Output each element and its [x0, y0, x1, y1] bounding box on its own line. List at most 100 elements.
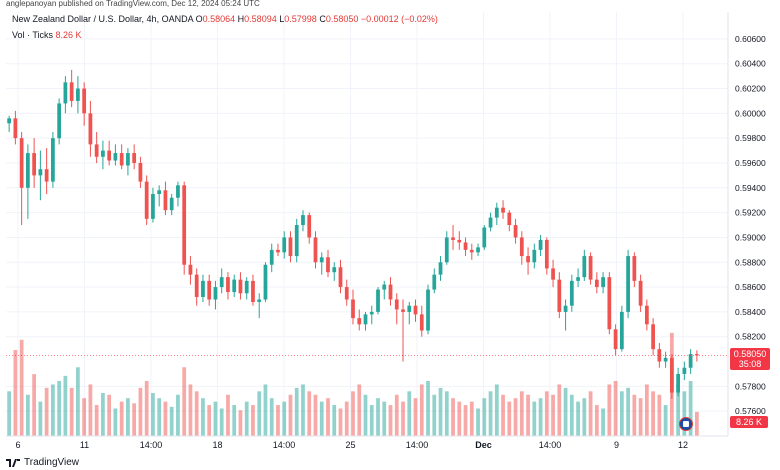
candle-body — [563, 305, 568, 312]
volume-bar — [563, 387, 568, 436]
candle-body — [107, 150, 112, 161]
volume-bar — [388, 405, 393, 436]
price-chart[interactable]: 0.60600 0.60400 0.60200 0.60000 0.59800 0.596… — [0, 0, 780, 456]
volume-bar — [138, 387, 143, 436]
volume-bar — [376, 398, 380, 436]
candle-body — [376, 289, 380, 312]
price-tick-label: 0.58200 — [735, 332, 766, 342]
candle-body — [626, 256, 630, 312]
symbol-name: New Zealand Dollar / U.S. Dollar, 4h, OA… — [12, 14, 194, 24]
volume-bar — [276, 405, 280, 436]
high-label: H — [237, 14, 245, 24]
candle-body — [101, 150, 105, 157]
open-value: 0.58064 — [202, 14, 236, 24]
candle-body — [513, 225, 518, 238]
volume-bar — [126, 398, 130, 436]
candle-body — [519, 237, 524, 257]
brand-label: TradingView — [24, 457, 80, 468]
price-tick-label: 0.59200 — [735, 208, 766, 218]
candle-body — [38, 169, 43, 176]
volume-bar — [232, 405, 237, 436]
candle-body — [538, 239, 543, 250]
volume-bar — [426, 381, 430, 436]
candle-body — [488, 217, 493, 228]
volume-bar — [57, 381, 62, 436]
volume-bar — [363, 394, 368, 436]
volume-bar — [169, 406, 174, 436]
candle-body — [363, 314, 368, 325]
volume-bar — [338, 408, 343, 436]
volume-bar — [351, 391, 355, 436]
volume-row: Vol · Ticks 8.26 K — [12, 29, 438, 41]
candle-body — [338, 267, 343, 288]
volume-bar — [219, 408, 224, 436]
candle-body — [269, 249, 274, 265]
time-tick-label: Dec — [475, 440, 492, 450]
volume-value: 8.26 K — [55, 30, 82, 40]
candle-body — [194, 274, 199, 298]
time-axis-labels: 6 11 14:00 18 14:00 25 14:00 Dec 14:00 9 12 — [15, 440, 688, 450]
time-tick-label: 12 — [678, 440, 688, 450]
time-tick-label: 25 — [345, 440, 355, 450]
candle-body — [332, 267, 337, 273]
candle-body — [26, 153, 30, 188]
candle-body — [76, 88, 80, 101]
volume-bar — [69, 387, 74, 436]
volume-bar — [194, 391, 199, 436]
currency-flag-icon[interactable] — [679, 417, 693, 431]
candle-body — [82, 88, 87, 114]
candle-body — [463, 242, 468, 250]
volume-bar — [51, 384, 55, 436]
tradingview-logo-icon — [6, 459, 20, 467]
change-value: −0.00012 (−0.02%) — [360, 14, 438, 24]
candle-body — [19, 138, 24, 188]
tradingview-footer[interactable]: TradingView — [6, 456, 79, 470]
volume-bar — [519, 391, 524, 436]
candle-body — [501, 207, 505, 213]
volume-bar — [213, 401, 218, 436]
volume-bar — [76, 367, 80, 436]
candle-body — [507, 212, 512, 226]
volume-bar — [469, 401, 474, 436]
volume-bar — [407, 391, 412, 436]
candle-body — [469, 249, 474, 253]
volume-bar — [344, 401, 349, 436]
volume-bar — [19, 339, 24, 436]
volume-bar — [626, 387, 630, 436]
candle-body — [301, 215, 305, 226]
volume-bar — [419, 384, 424, 436]
price-tick-label: 0.59400 — [735, 183, 766, 193]
candle-body — [351, 299, 355, 319]
volume-bar — [694, 411, 699, 436]
low-value: 0.57998 — [284, 14, 317, 24]
volume-bar — [82, 398, 87, 436]
candle-body — [119, 153, 124, 166]
candle-body — [638, 280, 643, 306]
volume-bar — [88, 384, 93, 436]
volume-bar — [269, 398, 274, 436]
volume-bar — [176, 394, 180, 436]
candle-body — [276, 249, 280, 253]
candle-body — [57, 103, 62, 139]
volume-bar — [682, 391, 687, 436]
candle-body — [113, 153, 118, 161]
volume-bar — [507, 401, 512, 436]
candle-body — [182, 185, 187, 265]
price-tick-label: 0.60600 — [735, 34, 766, 44]
volume-bar — [107, 394, 112, 436]
volume-bar — [301, 384, 305, 436]
price-tick-label: 0.58400 — [735, 307, 766, 317]
candle-body — [582, 256, 587, 278]
bar-countdown: 35:08 — [738, 359, 762, 370]
open-label: O — [195, 14, 203, 24]
symbol-row: New Zealand Dollar / U.S. Dollar, 4h, OA… — [12, 13, 438, 25]
candle-body — [219, 277, 224, 288]
price-tick-label: 0.60400 — [735, 59, 766, 69]
candle-body — [532, 249, 537, 263]
price-tick-label: 0.60200 — [735, 84, 766, 94]
candle-body — [382, 284, 387, 290]
candle-body — [213, 287, 218, 300]
volume-bar — [651, 391, 655, 436]
volume-bar — [369, 405, 374, 436]
volume-bar — [13, 350, 18, 436]
